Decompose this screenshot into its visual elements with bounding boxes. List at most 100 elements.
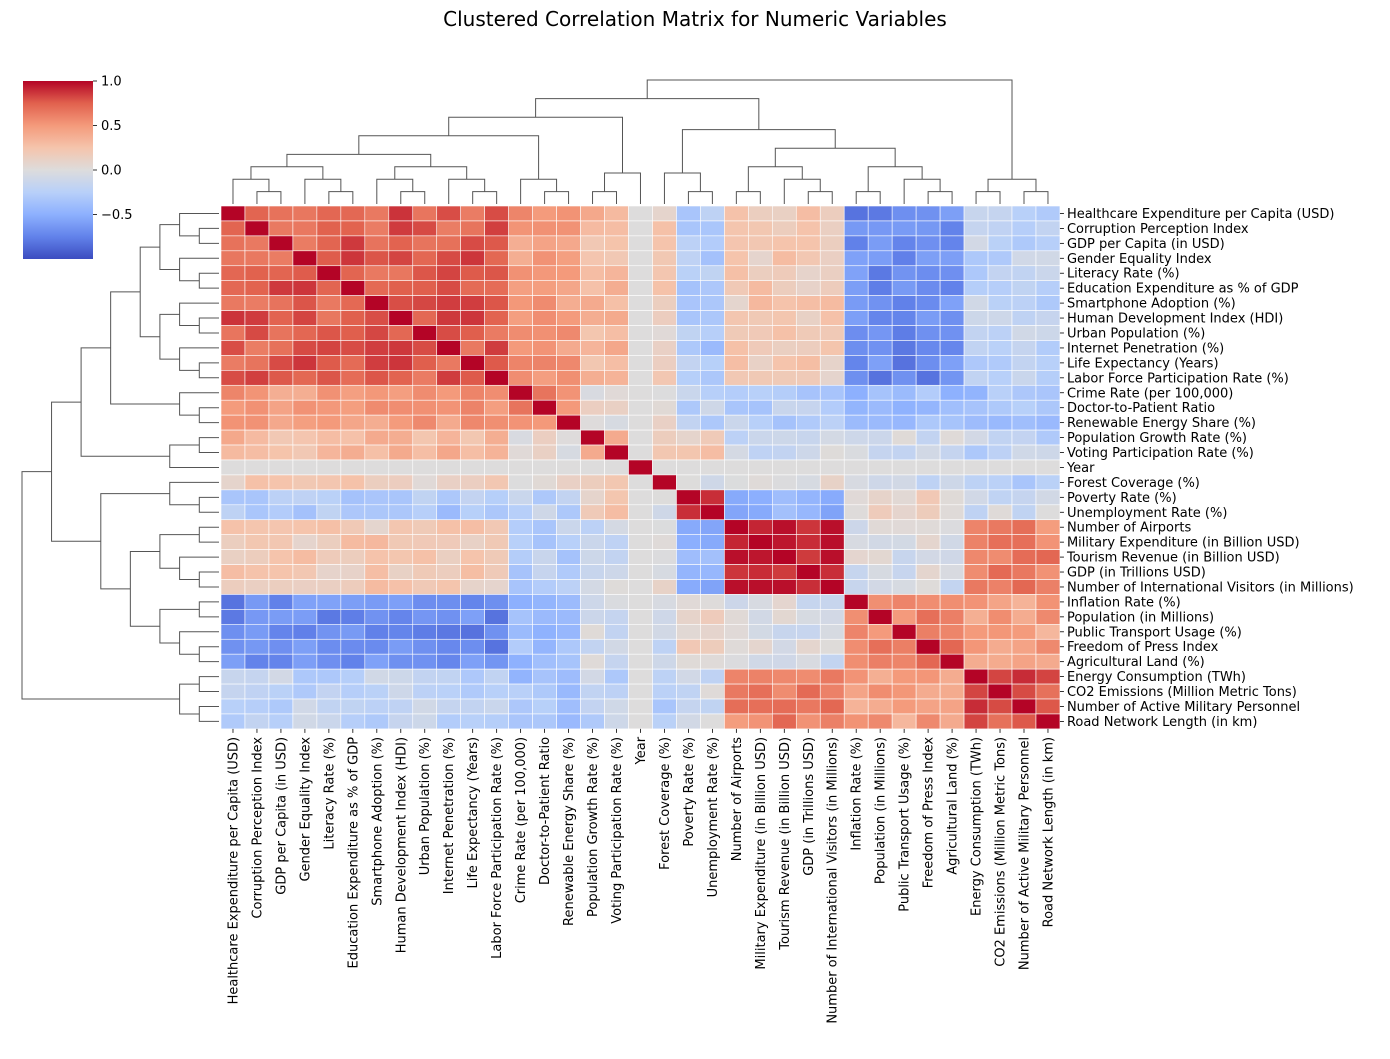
column-tick-label: Corruption Perception Index <box>250 737 265 919</box>
heatmap-cell <box>484 355 509 371</box>
heatmap-cell <box>987 220 1013 237</box>
column-tick-label: Number of International Visitors (in Mil… <box>826 737 841 1024</box>
heatmap-cell <box>891 624 917 640</box>
heatmap-cell <box>1011 713 1037 730</box>
heatmap-cell <box>628 534 653 550</box>
heatmap-cell <box>316 310 342 326</box>
heatmap-cell <box>748 534 773 550</box>
heatmap-cell <box>819 519 845 535</box>
heatmap-cell <box>292 579 318 595</box>
heatmap-cell <box>724 399 749 416</box>
heatmap-cell <box>891 609 917 625</box>
heatmap-cell <box>1011 265 1037 282</box>
heatmap-cell <box>244 519 270 535</box>
heatmap-cell <box>843 429 869 446</box>
heatmap-cell <box>724 235 749 252</box>
heatmap-cell <box>724 668 749 685</box>
heatmap-cell <box>748 414 773 431</box>
heatmap-cell <box>915 698 941 715</box>
heatmap-cell <box>292 489 318 506</box>
heatmap-cell <box>460 683 485 700</box>
heatmap-cell <box>340 205 366 222</box>
heatmap-cell <box>963 355 989 371</box>
heatmap-cell <box>1035 668 1061 685</box>
heatmap-cell <box>795 668 821 685</box>
heatmap-cell <box>268 429 294 446</box>
heatmap-cell <box>220 579 246 595</box>
heatmap-cell <box>724 414 749 431</box>
heatmap-cell <box>1035 474 1061 491</box>
heatmap-cell <box>244 444 270 461</box>
heatmap-cell <box>819 355 845 371</box>
heatmap-cell <box>292 429 318 446</box>
column-tick-label: Internet Penetration (%) <box>442 737 457 894</box>
heatmap-cell <box>460 280 485 296</box>
heatmap-cell <box>628 414 653 431</box>
heatmap-cell <box>1035 713 1061 730</box>
column-tick-label: Life Expectancy (Years) <box>466 737 481 889</box>
heatmap-cell <box>484 653 509 670</box>
heatmap-cell <box>867 414 893 431</box>
heatmap-cell <box>843 624 869 640</box>
heatmap-cell <box>388 429 414 446</box>
heatmap-cell <box>795 280 821 296</box>
heatmap-cell <box>460 534 485 550</box>
heatmap-cell <box>939 340 965 356</box>
heatmap-cell <box>772 474 797 491</box>
heatmap-cell <box>963 250 989 267</box>
heatmap-cell <box>412 609 438 625</box>
heatmap-cell <box>795 325 821 341</box>
heatmap-cell <box>460 504 485 521</box>
dendrogram-branch <box>179 556 219 580</box>
heatmap-cell <box>508 713 533 730</box>
heatmap-cell <box>508 370 533 386</box>
heatmap-cell <box>843 459 869 476</box>
heatmap-cell <box>412 713 438 730</box>
heatmap-cell <box>891 399 917 416</box>
heatmap-cell <box>604 474 629 491</box>
column-tick-label: Labor Force Participation Rate (%) <box>490 737 505 959</box>
dendrogram-branch <box>376 178 414 204</box>
heatmap-cell <box>843 265 869 282</box>
heatmap-cell <box>244 713 270 730</box>
heatmap-cell <box>867 609 893 625</box>
heatmap-cell <box>388 235 414 252</box>
heatmap-cell <box>268 549 294 565</box>
column-tick-label: Number of Airports <box>730 737 745 862</box>
heatmap-cell <box>676 235 701 252</box>
heatmap-cell <box>220 459 246 476</box>
heatmap-cell <box>508 609 533 625</box>
heatmap-cell <box>987 295 1013 311</box>
heatmap-cell <box>460 624 485 640</box>
heatmap-cell <box>1011 579 1037 595</box>
heatmap-cell <box>819 235 845 252</box>
heatmap-cell <box>364 444 390 461</box>
heatmap-cell <box>987 713 1013 730</box>
heatmap-cell <box>220 220 246 237</box>
row-tick-label: Military Expenditure (in Billion USD) <box>1067 536 1300 551</box>
heatmap-cell <box>724 250 749 267</box>
heatmap-cell <box>556 653 581 670</box>
heatmap-cell <box>1035 683 1061 700</box>
row-tick-label: Unemployment Rate (%) <box>1067 506 1228 521</box>
heatmap-cell <box>604 429 629 446</box>
heatmap-cell <box>484 638 509 655</box>
heatmap-cell <box>676 579 701 595</box>
heatmap-cell <box>556 668 581 685</box>
heatmap-cell <box>412 638 438 655</box>
heatmap-cell <box>1035 399 1061 416</box>
heatmap-cell <box>580 265 605 282</box>
heatmap-cell <box>412 235 438 252</box>
heatmap-cell <box>819 265 845 282</box>
heatmap-cell <box>484 265 509 282</box>
heatmap-cell <box>364 564 390 580</box>
heatmap-cell <box>628 205 653 222</box>
heatmap-cell <box>340 250 366 267</box>
heatmap-cell <box>364 519 390 535</box>
heatmap-cell <box>676 534 701 550</box>
heatmap-cell <box>292 668 318 685</box>
heatmap-cell <box>220 594 246 610</box>
heatmap-cell <box>963 549 989 565</box>
heatmap-cell <box>268 683 294 700</box>
dendrogram-branch <box>159 608 200 644</box>
